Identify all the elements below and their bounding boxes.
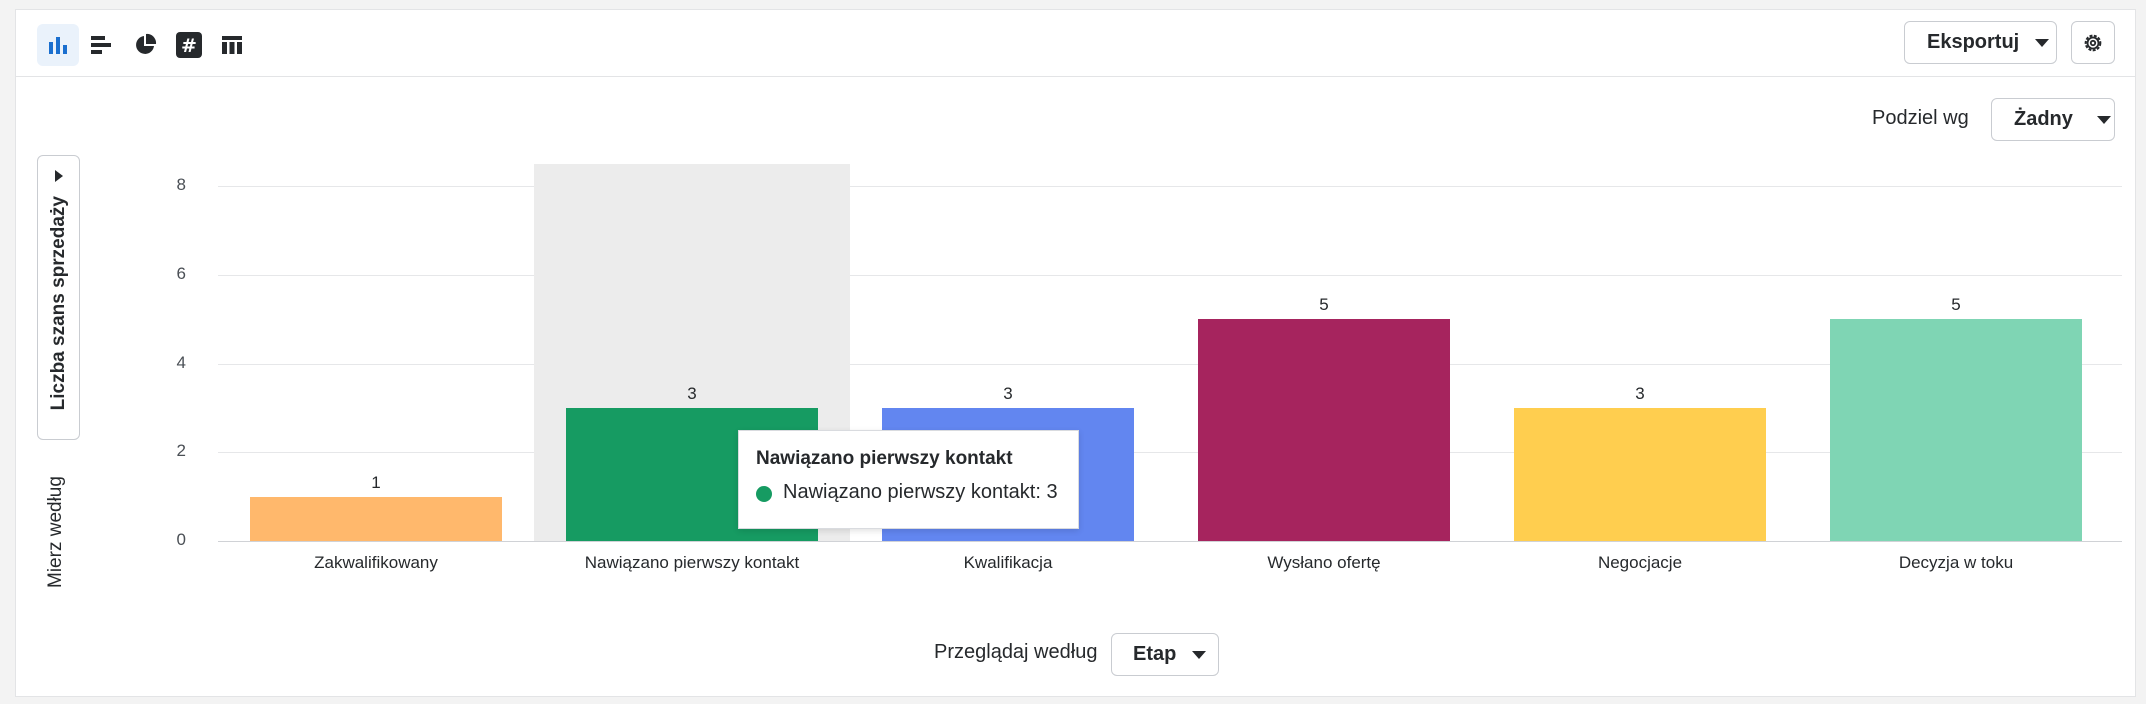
bar[interactable] [1198,319,1450,541]
tooltip-series-dot [756,486,772,502]
bar-value-label: 5 [1951,295,1961,315]
report-toolbar: # Eksportuj [16,10,2135,77]
bar-value-label: 3 [1003,383,1013,403]
chevron-down-icon [1192,650,1207,659]
measure-by-label: Mierz według [45,476,66,588]
segment-by-label: Podziel wg [1872,107,1969,129]
gridline [218,274,2122,276]
tooltip-entry: Nawiązano pierwszy kontakt: 3 [783,481,1058,503]
y-tick-label: 6 [176,263,186,283]
y-tick-label: 2 [176,441,186,461]
bar-value-label: 3 [687,383,697,403]
number-icon[interactable]: # [168,24,210,66]
bar-value-label: 3 [1635,383,1645,403]
x-tick-label: Kwalifikacja [963,553,1053,572]
x-tick-label: Wysłano ofertę [1267,553,1381,572]
export-button[interactable]: Eksportuj [1904,21,2057,64]
settings-button[interactable] [2071,21,2115,64]
bar[interactable] [1514,407,1766,541]
gridline [218,541,2122,542]
svg-text:#: # [181,35,197,57]
export-button-label: Eksportuj [1927,31,2020,53]
x-tick-label: Negocjacje [1597,553,1683,572]
gear-icon [2084,34,2102,51]
measure-by-value: Liczba szans sprzedaży [47,196,69,411]
chevron-down-icon [2096,115,2111,124]
bar[interactable] [1830,319,2082,541]
y-tick-label: 8 [176,175,186,194]
x-tick-label: Nawiązano pierwszy kontakt [584,553,800,572]
segment-by-value: Żadny [2014,108,2073,130]
report-panel: # Eksportuj Podziel wg Żadny Liczba szan… [15,9,2136,697]
table-icon[interactable] [211,24,253,66]
y-tick-label: 4 [176,352,186,372]
bar-value-label: 1 [371,472,381,492]
gridline [218,363,2122,365]
tooltip-title: Nawiązano pierwszy kontakt [756,448,1013,469]
pie-chart-icon[interactable] [124,24,166,66]
gridline [218,186,2122,187]
browse-by-select[interactable]: Etap [1111,633,1219,676]
horizontal-bar-icon[interactable] [80,24,122,66]
gridline [218,452,2122,454]
browse-by-value: Etap [1133,643,1177,665]
chart-tooltip: Nawiązano pierwszy kontakt Nawiązano pie… [738,430,1079,529]
measure-by-select[interactable]: Liczba szans sprzedaży [37,155,80,440]
bar[interactable] [250,496,502,541]
bar-chart-icon[interactable] [37,24,79,66]
chevron-right-icon [54,170,63,182]
x-tick-label: Decyzja w toku [1898,553,2014,572]
segment-by-select[interactable]: Żadny [1991,98,2115,141]
chevron-down-icon [2035,38,2050,47]
x-tick-label: Zakwalifikowany [314,553,438,572]
bar-value-label: 5 [1319,295,1329,315]
browse-by-label: Przeglądaj według [934,641,1098,663]
y-tick-label: 0 [176,530,186,549]
